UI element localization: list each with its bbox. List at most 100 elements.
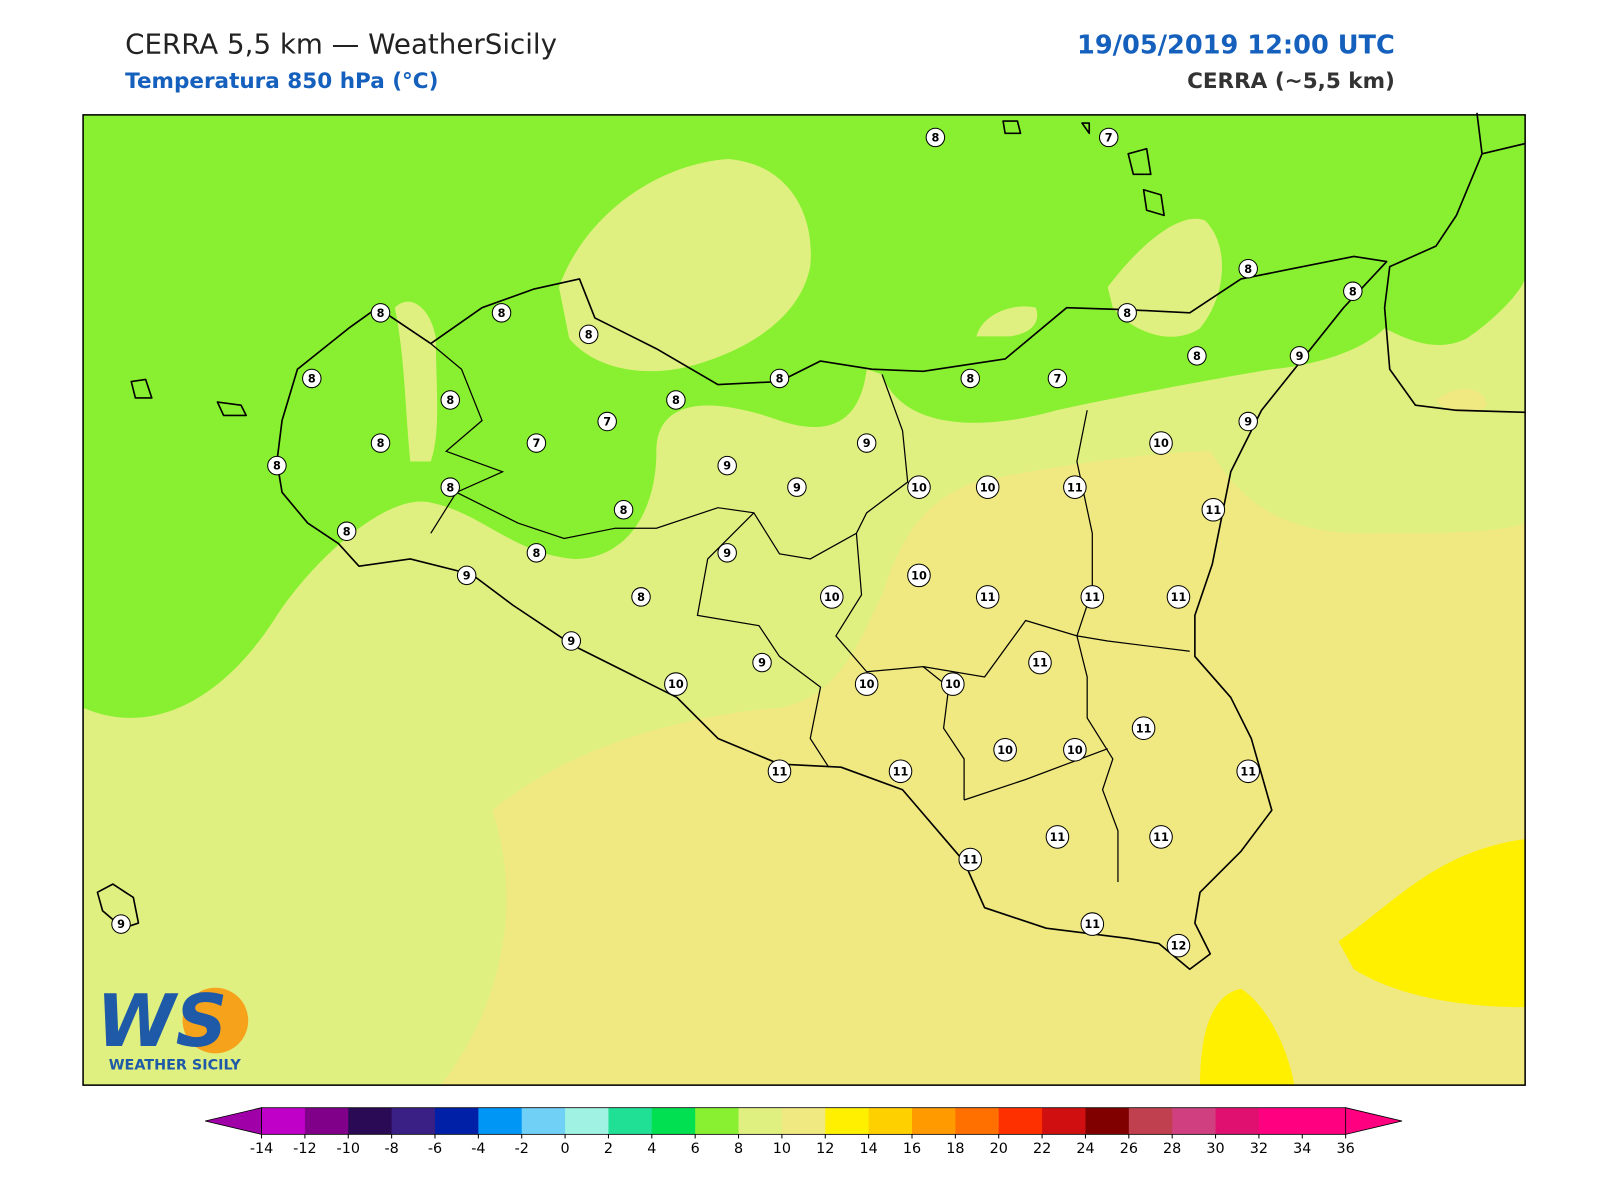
station-value: 10 — [945, 678, 961, 691]
station-value: 11 — [772, 765, 788, 778]
colorbar-box — [478, 1107, 523, 1135]
station-value: 8 — [672, 394, 680, 407]
colorbar-tick-label: -8 — [384, 1141, 398, 1157]
station-marker — [491, 303, 512, 323]
station-marker — [941, 672, 965, 696]
station-marker — [888, 759, 913, 784]
logo: WS WEATHER SICILY — [96, 979, 249, 1074]
station-marker — [1149, 431, 1173, 455]
station-value: 10 — [859, 678, 875, 691]
coastline — [1383, 112, 1526, 414]
map: 8 7 8 8 8 8 8 8 8 9 8 8 8 7 8 8 7 9 8 7 9 10 8 9 9 10 10 11 8 8 11 8 8 9 9… — [82, 112, 1526, 1086]
map-frame — [82, 114, 1526, 1086]
station-marker — [370, 303, 391, 323]
colorbar-over — [1345, 1107, 1403, 1135]
colorbar-tick-label: 4 — [647, 1141, 656, 1157]
colorbar-box — [912, 1107, 956, 1135]
station-value: 8 — [377, 307, 385, 320]
station-marker — [1238, 411, 1258, 432]
station-marker — [907, 475, 931, 499]
station-value: 8 — [498, 307, 506, 320]
station-value: 8 — [1193, 350, 1201, 363]
colorbar-tick-label: 8 — [734, 1141, 743, 1157]
colorbar-box — [1085, 1107, 1130, 1135]
station-marker — [613, 500, 634, 520]
colorbar-tick-label: 32 — [1250, 1141, 1268, 1157]
station-value: 8 — [585, 328, 593, 341]
field-12-14 — [1200, 988, 1295, 1086]
colorbar-box — [391, 1107, 436, 1135]
logo-letters: WS — [96, 979, 227, 1063]
station-marker — [1063, 475, 1087, 499]
station-marker — [440, 390, 460, 410]
station-value: 8 — [966, 373, 974, 386]
station-marker — [664, 672, 688, 696]
colorbar-tick-label: 30 — [1206, 1141, 1224, 1157]
island — [96, 120, 1165, 930]
colorbar-tick-label: 10 — [773, 1141, 791, 1157]
station-marker — [456, 565, 477, 586]
station-marker — [1028, 650, 1052, 675]
station-value: 10 — [997, 744, 1013, 757]
colorbar-tick-label: 20 — [990, 1141, 1008, 1157]
station-value: 10 — [911, 481, 927, 494]
station-marker — [1149, 825, 1173, 849]
stations: 8 7 8 8 8 8 8 8 8 9 8 8 8 7 8 8 7 9 8 7 9 10 8 9 9 10 10 11 8 8 11 8 8 9 9… — [111, 127, 1363, 958]
station-value: 7 — [1054, 373, 1062, 386]
station-value: 8 — [377, 437, 385, 450]
station-value: 8 — [532, 547, 540, 560]
logo-name: WEATHER SICILY — [109, 1058, 242, 1074]
station-marker — [1131, 716, 1156, 740]
model: CERRA (~5,5 km) — [1187, 69, 1395, 94]
colorbar-tick-label: 14 — [860, 1141, 878, 1157]
station-value: 11 — [1240, 765, 1256, 778]
station-marker — [1080, 585, 1105, 609]
station-value: 10 — [1153, 437, 1169, 450]
colorbar-box — [1215, 1107, 1260, 1135]
field-8-10 — [976, 306, 1038, 337]
station-value: 10 — [668, 678, 684, 691]
station-marker — [370, 433, 391, 453]
colorbar-box — [1258, 1107, 1303, 1135]
colorbar-frame — [261, 1107, 1347, 1135]
subtitle: Temperatura 850 hPa (°C) — [125, 69, 438, 94]
station-value: 11 — [1153, 831, 1169, 844]
colorbar-tick-label: 34 — [1293, 1141, 1311, 1157]
province-border — [430, 343, 1190, 883]
station-marker — [854, 672, 879, 696]
station-marker — [578, 324, 599, 345]
station-value: 8 — [446, 394, 454, 407]
field-8-10 — [558, 158, 811, 372]
station-marker — [767, 759, 792, 784]
station-marker — [1047, 368, 1068, 389]
station-marker — [1187, 346, 1207, 366]
colorbar-tick-label: -4 — [471, 1141, 485, 1157]
colorbar-box — [781, 1107, 826, 1135]
station-value: 11 — [893, 765, 909, 778]
colorbar-under — [205, 1107, 262, 1135]
station-value: 9 — [567, 635, 575, 648]
station-value: 11 — [1084, 591, 1100, 604]
station-value: 9 — [863, 437, 871, 450]
station-value: 7 — [532, 437, 540, 450]
station-marker — [993, 737, 1017, 762]
station-value: 9 — [723, 547, 731, 560]
station-value: 9 — [463, 569, 471, 582]
station-marker — [561, 631, 582, 651]
colorbar-tick-label: -6 — [428, 1141, 442, 1157]
station-marker — [526, 543, 547, 563]
colorbar-tick-label: -2 — [515, 1141, 529, 1157]
station-marker — [717, 455, 737, 476]
station-marker — [1166, 585, 1191, 609]
colorbar-box — [1042, 1107, 1086, 1135]
title: CERRA 5,5 km — WeatherSicily — [125, 27, 557, 60]
station-marker — [787, 477, 807, 497]
station-value: 8 — [931, 132, 939, 145]
colorbar-tick-label: 2 — [604, 1141, 613, 1157]
station-value: 11 — [962, 854, 978, 867]
colorbar-tick-label: 24 — [1076, 1141, 1094, 1157]
field-10-12 — [1435, 389, 1488, 413]
colorbar-tick-label: 22 — [1033, 1141, 1051, 1157]
station-marker — [597, 411, 617, 432]
